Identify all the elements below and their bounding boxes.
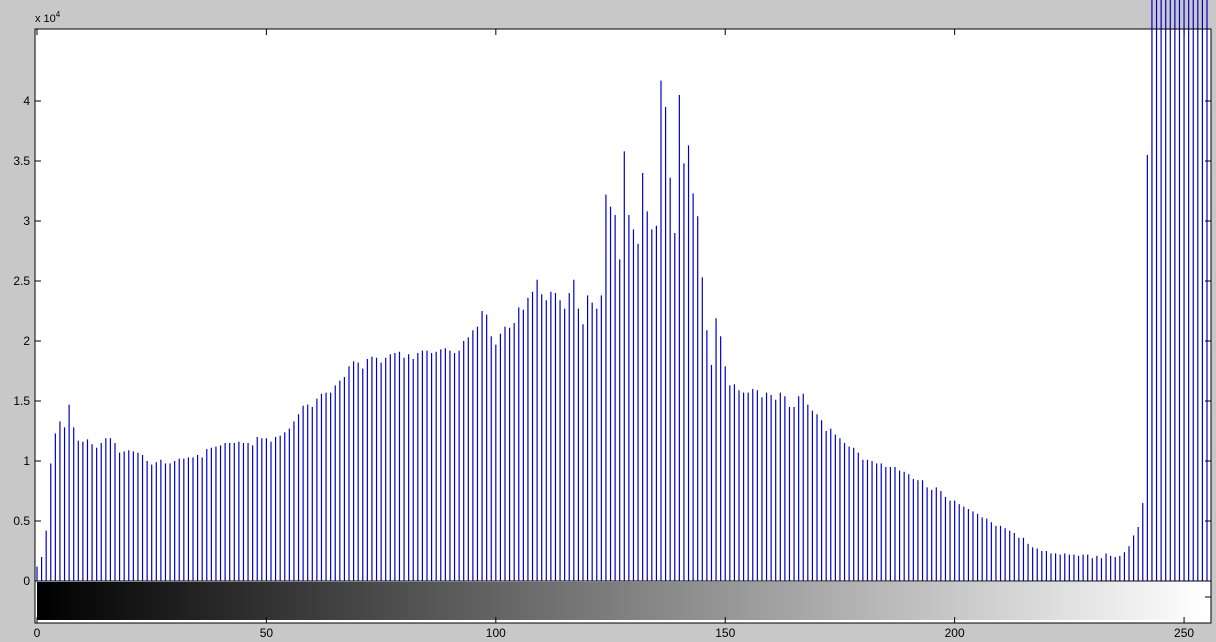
y-tick-label: 4 — [23, 94, 30, 108]
y-multiplier-label: x 104 — [35, 10, 61, 25]
x-tick-label: 250 — [1174, 626, 1194, 640]
bars-group — [36, 0, 1208, 581]
y-tick-label: 2.5 — [13, 274, 30, 288]
y-tick-label: 0 — [23, 574, 30, 588]
x-tick-label: 0 — [34, 626, 41, 640]
y-tick-label: 0.5 — [13, 514, 30, 528]
y-multiplier-exponent: 4 — [56, 10, 61, 19]
plot-area — [35, 29, 1211, 623]
y-tick-label: 3 — [23, 214, 30, 228]
grayscale-colorbar — [35, 580, 1211, 620]
ticks-group: 0 50 100 150 200 250 0 0.5 1 1.5 2 2.5 3 3.5 4 — [13, 29, 1211, 640]
colorbar-gradient — [37, 582, 1207, 620]
plot-frame — [34, 28, 1212, 624]
y-tick-label: 1 — [23, 454, 30, 468]
x-tick-label: 50 — [260, 626, 274, 640]
x-tick-label: 100 — [486, 626, 506, 640]
y-tick-label: 2 — [23, 334, 30, 348]
x-tick-label: 150 — [715, 626, 735, 640]
y-tick-label: 3.5 — [13, 154, 30, 168]
x-tick-label: 200 — [945, 626, 965, 640]
y-tick-label: 1.5 — [13, 394, 30, 408]
